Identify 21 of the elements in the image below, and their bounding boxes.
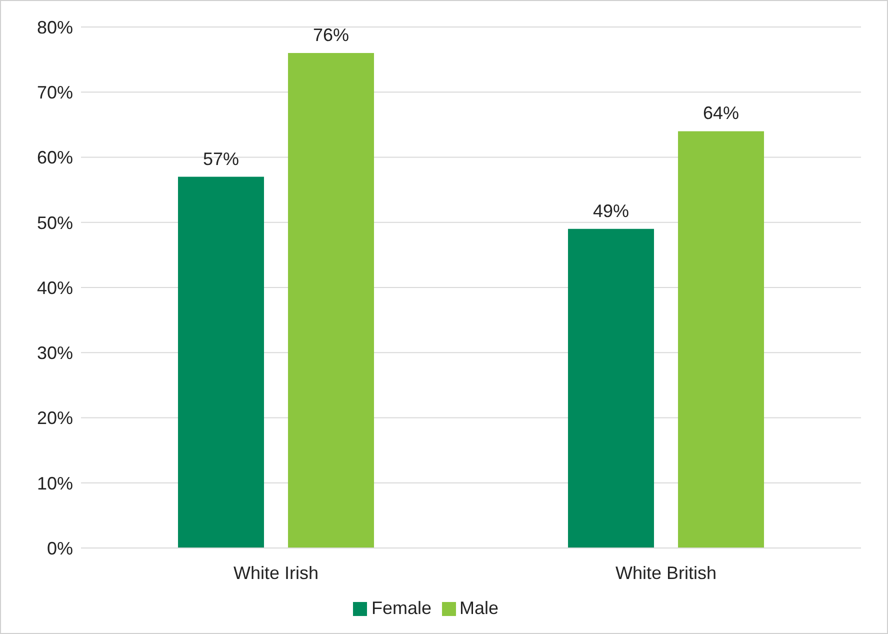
y-tick-label: 40% [36,278,73,298]
legend-label: Female [371,598,432,618]
y-tick-label: 20% [36,408,73,428]
x-tick-label: White British [615,562,717,583]
y-tick-label: 30% [36,343,73,364]
legend-label: Male [460,598,499,618]
bar [568,228,654,548]
y-tick-label: 0% [46,538,73,558]
x-tick-label: White Irish [233,562,319,583]
bar [678,131,764,548]
bar [288,53,374,548]
y-tick-label: 60% [36,148,73,168]
y-tick-label: 70% [36,82,73,103]
data-label: 57% [202,148,240,169]
bar [178,176,264,548]
y-tick-label: 80% [36,17,73,38]
data-label: 49% [592,200,630,221]
data-label: 64% [702,103,740,124]
data-label: 76% [312,25,350,46]
y-tick-label: 10% [36,473,73,494]
y-tick-label: 50% [36,212,73,233]
